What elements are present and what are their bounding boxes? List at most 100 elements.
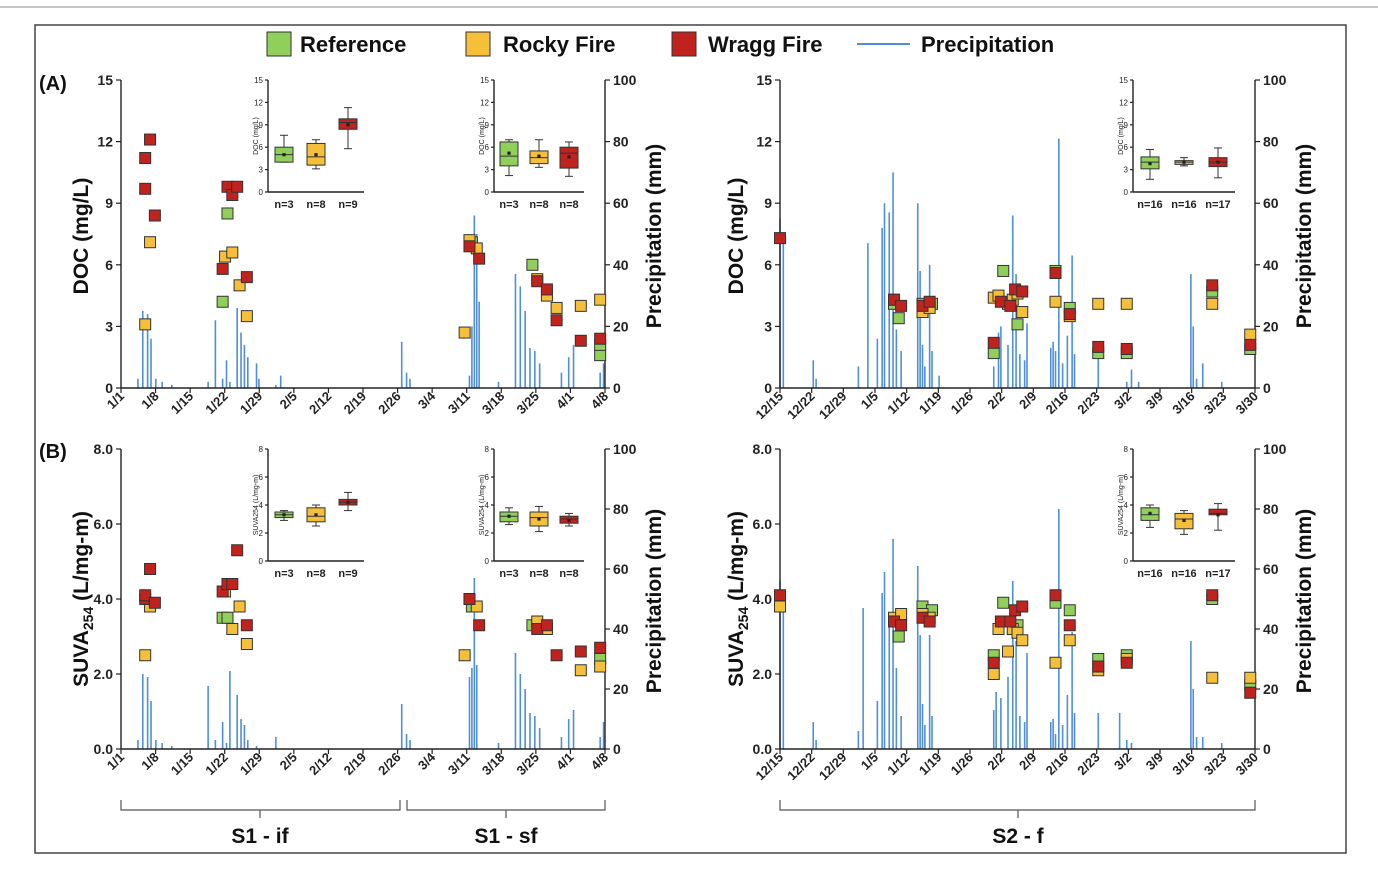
x-tick-label: 3/2	[1111, 750, 1134, 773]
x-tick-label: 12/22	[784, 750, 818, 784]
point-wragg-fire	[1120, 342, 1133, 355]
x-tick-label: 3/25	[513, 750, 542, 779]
y2-tick-label: 0	[1263, 380, 1271, 396]
inset-y-tick-label: 6	[1124, 473, 1129, 482]
point-wragg-fire	[987, 656, 1000, 669]
inset-y-tick-label: 9	[259, 121, 264, 130]
x-tick-label: 2/23	[1074, 389, 1103, 418]
group-label-s2-f: S2 - f	[992, 825, 1044, 848]
inset-y-label: DOC (mg/L)	[1118, 117, 1125, 155]
inset-y-tick-label: 4	[485, 501, 490, 510]
point-rocky-fire	[233, 279, 246, 292]
inset-box-rocky-fire-mean	[1182, 518, 1186, 522]
point-wragg-fire	[240, 271, 253, 284]
point-wragg-fire	[1120, 656, 1133, 669]
point-wragg-fire	[895, 299, 908, 312]
y-tick-label: 6	[764, 257, 772, 273]
y2-tick-label: 20	[613, 318, 629, 334]
group-braces: S1 - if S1 - sf S2 - f	[120, 800, 1256, 848]
point-rocky-fire	[1016, 306, 1029, 319]
point-wragg-fire	[1092, 660, 1105, 673]
y2-tick-label: 60	[1263, 561, 1279, 577]
point-rocky-fire	[594, 660, 607, 673]
y-tick-label: 2.0	[94, 666, 114, 682]
x-tick-label: 2/26	[375, 389, 404, 418]
y2-axis-label: Precipitation (mm)	[1293, 144, 1316, 328]
y2-tick-label: 60	[1263, 195, 1279, 211]
inset-y-tick-label: 2	[259, 529, 264, 538]
x-tick-label: 1/8	[138, 389, 161, 412]
y-tick-label: 0.0	[753, 741, 773, 757]
y2-tick-label: 100	[613, 441, 637, 457]
y2-tick-label: 0	[1263, 741, 1271, 757]
x-tick-label: 2/16	[1043, 389, 1072, 418]
brace-s1-sf	[406, 800, 606, 818]
x-tick-label: 1/15	[168, 750, 197, 779]
inset-box-reference-mean	[507, 514, 511, 518]
x-tick-label: 3/18	[479, 389, 508, 418]
inset-box-wragg-fire-mean	[567, 518, 571, 522]
y2-tick-label: 80	[613, 134, 629, 150]
point-rocky-fire	[1016, 634, 1029, 647]
inset-n-label: n=9	[338, 199, 357, 211]
y-tick-label: 6	[105, 257, 113, 273]
y-axis-label: DOC (mg/L)	[725, 178, 748, 295]
point-reference	[594, 349, 607, 362]
legend-swatch-rocky	[465, 31, 491, 57]
y2-tick-label: 40	[1263, 257, 1279, 273]
inset-n-label: n=16	[1171, 199, 1196, 211]
inset-y-tick-label: 15	[254, 76, 263, 85]
inset-box-wragg-fire-mean	[346, 500, 350, 504]
x-tick-label: 3/9	[1143, 389, 1166, 412]
x-tick-label: 3/16	[1169, 750, 1198, 779]
inset-n-label: n=3	[274, 199, 293, 211]
point-wragg-fire	[473, 252, 486, 265]
x-tick-label: 3/4	[415, 388, 439, 412]
inset-n-label: n=17	[1205, 568, 1230, 580]
point-rocky-fire	[226, 623, 239, 635]
point-rocky-fire	[139, 649, 152, 662]
y2-axis-label: Precipitation (mm)	[1293, 509, 1316, 693]
point-wragg-fire	[550, 314, 563, 327]
legend-swatch-reference	[266, 31, 292, 57]
point-reference	[987, 347, 1000, 360]
inset-n-label: n=3	[499, 199, 518, 211]
point-rocky-fire	[1092, 297, 1105, 310]
y-tick-label: 4.0	[94, 591, 114, 607]
point-wragg-fire	[1244, 686, 1257, 699]
x-tick-label: 12/29	[816, 389, 850, 423]
point-wragg-fire	[1016, 285, 1029, 298]
point-rocky-fire	[1002, 645, 1014, 658]
y-tick-label: 15	[97, 72, 113, 88]
inset-box-wragg-fire-mean	[1216, 160, 1220, 164]
y-tick-label: 8.0	[94, 441, 114, 457]
point-rocky-fire	[144, 236, 157, 249]
inset-y-tick-label: 12	[480, 98, 489, 107]
point-rocky-fire	[594, 293, 607, 306]
point-rocky-fire	[987, 668, 1000, 680]
x-tick-label: 3/23	[1201, 750, 1230, 779]
point-rocky-fire	[574, 299, 587, 312]
inset-y-tick-label: 12	[254, 98, 263, 107]
point-wragg-fire	[540, 619, 553, 632]
x-tick-label: 2/26	[375, 750, 404, 779]
inset-n-label: n=16	[1171, 568, 1196, 580]
x-tick-label: 3/2	[1111, 389, 1134, 412]
inset-box-wragg-fire-mean	[1216, 513, 1220, 517]
x-tick-label: 1/22	[202, 389, 231, 418]
point-rocky-fire	[1206, 297, 1219, 310]
x-tick-label: 1/19	[916, 750, 945, 779]
point-wragg-fire	[774, 232, 786, 245]
point-rocky-fire	[774, 600, 786, 613]
y2-tick-label: 40	[613, 257, 629, 273]
x-tick-label: 4/1	[553, 389, 576, 412]
inset-box-rocky-fire-mean	[314, 513, 318, 517]
inset-box-reference-mean	[1148, 162, 1152, 166]
point-reference	[892, 630, 905, 643]
inset-box-reference-mean	[1148, 511, 1152, 515]
inset-y-label: DOC (mg/L)	[253, 117, 260, 155]
y2-tick-label: 80	[1263, 501, 1279, 517]
inset-boxplot: 0 2 4 6 8 SUVA254 (L/mg-m) n=16 n=16 n=17	[1118, 445, 1235, 580]
